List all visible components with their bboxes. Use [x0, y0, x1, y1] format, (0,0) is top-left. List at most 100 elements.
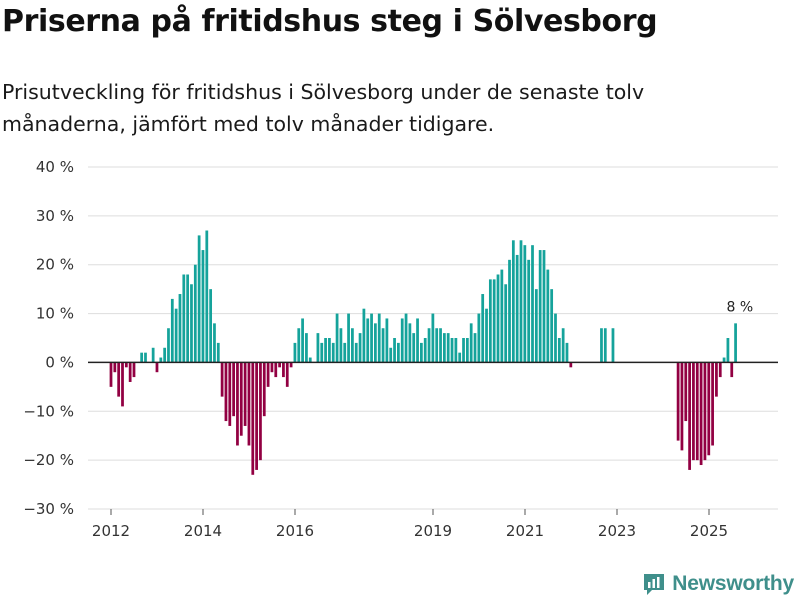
bar — [209, 289, 213, 363]
bar — [523, 245, 527, 363]
bar — [167, 328, 170, 363]
bar — [458, 352, 462, 363]
bar — [121, 362, 124, 407]
bar — [351, 328, 354, 363]
bar — [289, 362, 293, 368]
bar — [343, 342, 347, 363]
bar — [542, 250, 546, 363]
bar — [362, 308, 366, 363]
bar — [427, 328, 431, 363]
latest-value-annotation: 8 % — [726, 299, 753, 315]
bar — [527, 259, 531, 363]
bar — [270, 362, 274, 373]
bar — [205, 230, 209, 363]
bar — [462, 338, 465, 363]
x-tick-label: 2025 — [690, 522, 728, 540]
x-axis: 2012 2014 2016 2019 2021 2023 2025 — [92, 509, 728, 540]
bar — [220, 362, 224, 397]
bar — [703, 362, 707, 461]
bar — [454, 338, 458, 363]
bar — [305, 333, 308, 363]
bars — [109, 230, 737, 475]
bar — [500, 269, 504, 363]
bar — [408, 323, 412, 363]
bar — [155, 362, 159, 373]
bar — [446, 333, 450, 363]
bar — [711, 362, 714, 446]
bar — [358, 333, 362, 363]
brand-logo: Newsworthy — [642, 572, 794, 596]
bar — [339, 328, 343, 363]
bar — [193, 264, 197, 363]
bar — [561, 328, 565, 363]
bar — [538, 250, 542, 363]
bar — [232, 362, 235, 417]
bar — [699, 362, 703, 466]
bar — [676, 362, 680, 441]
bar — [730, 362, 734, 378]
brand-name: Newsworthy — [672, 572, 794, 595]
bar — [243, 362, 247, 426]
bar — [734, 323, 737, 363]
bar — [174, 308, 178, 363]
x-tick-label: 2021 — [506, 522, 544, 540]
x-tick-label: 2016 — [276, 522, 314, 540]
bar — [324, 338, 327, 363]
bar — [688, 362, 691, 470]
x-tick-label: 2023 — [598, 522, 636, 540]
bar — [565, 342, 569, 363]
bar — [178, 294, 182, 363]
bar — [722, 357, 726, 363]
bar — [488, 279, 492, 363]
bar — [481, 294, 485, 363]
bar — [684, 362, 688, 422]
bar — [485, 308, 488, 363]
bar — [420, 342, 423, 363]
bar — [504, 284, 508, 363]
bar — [159, 357, 163, 363]
bar — [611, 328, 615, 363]
x-tick-label: 2019 — [414, 522, 452, 540]
bar — [377, 313, 381, 363]
bar — [718, 362, 722, 378]
bar — [726, 338, 730, 363]
bar — [259, 362, 262, 461]
bar — [255, 362, 258, 470]
bar — [534, 289, 538, 363]
bar — [492, 279, 496, 363]
bar — [293, 342, 297, 363]
bar — [132, 362, 136, 378]
x-tick-label: 2012 — [92, 522, 130, 540]
bar — [163, 347, 167, 363]
bar — [707, 362, 711, 456]
bar — [680, 362, 684, 451]
bar — [266, 362, 270, 387]
bar — [197, 235, 201, 363]
bar — [366, 318, 370, 363]
y-tick-label: 40 % — [36, 158, 74, 176]
bar — [328, 338, 331, 363]
bar — [546, 269, 550, 363]
bar — [224, 362, 228, 422]
y-tick-label: −30 % — [23, 500, 74, 518]
bar — [186, 274, 190, 363]
bar — [144, 352, 147, 363]
bar — [603, 328, 607, 363]
bar — [228, 362, 232, 426]
bar — [465, 338, 469, 363]
bar — [397, 342, 400, 363]
bar — [316, 333, 320, 363]
chart-subtitle: Prisutveckling för fritidshus i Sölvesbo… — [2, 80, 645, 136]
bar — [282, 362, 285, 378]
bar — [600, 328, 603, 363]
bar — [557, 338, 561, 363]
bar — [404, 313, 408, 363]
bar — [511, 240, 515, 363]
bar — [496, 274, 500, 363]
bar — [385, 318, 389, 363]
bar — [439, 328, 442, 363]
bar — [374, 323, 377, 363]
bar — [431, 313, 435, 363]
x-tick-label: 2014 — [184, 522, 222, 540]
